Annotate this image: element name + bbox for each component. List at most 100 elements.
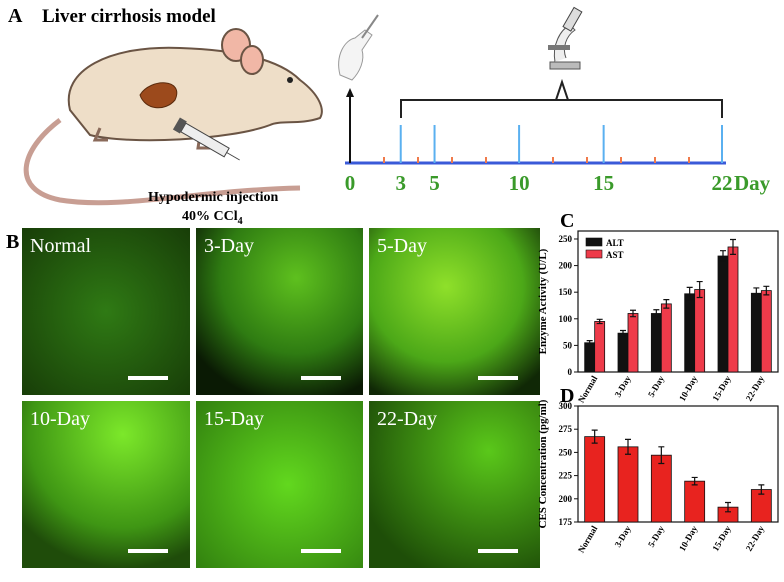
x-tick-label: 15-Day — [710, 524, 733, 553]
timeline-label: 15 — [593, 171, 614, 195]
injection-label: Hypodermic injection — [148, 190, 278, 205]
micrograph — [369, 228, 540, 395]
x-tick-label: 3-Day — [613, 374, 633, 399]
error-bar — [663, 299, 670, 309]
error-bar — [653, 309, 660, 318]
image-label: 22-Day — [377, 408, 437, 430]
error-bar — [586, 340, 593, 346]
image-label: 5-Day — [377, 235, 427, 257]
x-tick-label: 15-Day — [710, 374, 733, 403]
y-axis-label: Enzyme Activity (U/L) — [537, 248, 549, 354]
error-bar — [625, 438, 631, 455]
x-tick-label: 22-Day — [744, 524, 767, 553]
bar — [650, 454, 672, 523]
bar — [594, 321, 606, 373]
timeline-unit: Day — [734, 171, 771, 195]
y-tick-label: 100 — [559, 314, 573, 324]
micrograph — [196, 228, 363, 395]
timeline-label: 22 — [712, 171, 733, 195]
micrograph — [369, 401, 540, 568]
legend-label: AST — [606, 250, 624, 260]
charts: C Enzyme Activity (U/L) 0 50 100 150 200 250 Nor… — [537, 210, 779, 555]
x-tick-label: 5-Day — [646, 524, 666, 549]
y-tick-label: 150 — [559, 287, 573, 297]
panel-label: D — [560, 385, 574, 407]
bar — [627, 313, 639, 373]
image-label: Normal — [30, 235, 92, 257]
bar — [617, 332, 629, 373]
plot-frame — [577, 230, 779, 373]
x-tick-label: 5-Day — [646, 374, 666, 399]
timeline: 0 3 5 10 15 22 — [345, 88, 733, 195]
rat-illustration — [23, 28, 323, 206]
dose: 40% CCl — [182, 209, 238, 224]
y-tick-label: 200 — [559, 261, 573, 271]
plot-frame — [577, 405, 779, 523]
y-tick-label: 225 — [559, 471, 573, 481]
bar — [684, 480, 706, 523]
y-tick-label: 250 — [559, 234, 573, 244]
y-tick-label: 50 — [563, 340, 573, 350]
timeline-label: 0 — [345, 171, 356, 195]
error-bar — [658, 446, 665, 465]
image-label: 10-Day — [30, 408, 90, 430]
error-bar — [691, 476, 698, 486]
bar — [684, 293, 696, 373]
x-tick-label: 22-Day — [744, 374, 767, 403]
legend-label: ALT — [606, 238, 624, 248]
hand-syringe-icon — [338, 14, 379, 81]
error-bar — [753, 287, 760, 300]
timeline-label: 3 — [395, 171, 406, 195]
y-tick-label: 275 — [559, 424, 573, 434]
y-tick-label: 300 — [559, 401, 573, 411]
y-tick-label: 0 — [568, 367, 573, 377]
error-bar — [730, 238, 736, 256]
panel-label: B — [6, 231, 19, 253]
y-tick-label: 175 — [559, 517, 573, 527]
error-bar — [686, 286, 693, 301]
micrograph — [22, 228, 190, 395]
timeline-label: 10 — [509, 171, 530, 195]
dose-subscript: 4 — [238, 216, 243, 227]
legend-swatch — [585, 249, 603, 259]
image-label: 15-Day — [204, 408, 264, 430]
bar — [660, 303, 672, 373]
y-tick-label: 250 — [559, 447, 573, 457]
error-bar — [596, 318, 603, 325]
error-bar — [696, 280, 703, 299]
microscope-icon — [548, 6, 583, 70]
y-tick-label: 200 — [559, 494, 573, 504]
bar — [694, 289, 706, 373]
injection-ticks — [383, 157, 690, 163]
error-bar — [591, 429, 598, 444]
bar — [717, 255, 729, 373]
bar — [727, 246, 739, 373]
x-tick-label: Normal — [576, 524, 600, 555]
bar — [584, 342, 596, 373]
panel-label: A — [8, 5, 23, 27]
injection-dose: 40% CCl4 — [182, 209, 243, 227]
error-bar — [620, 329, 626, 337]
arrow-head — [346, 88, 354, 97]
error-bar — [758, 484, 765, 495]
error-bar — [630, 309, 636, 318]
panel-label: C — [560, 210, 574, 232]
error-bar — [725, 501, 731, 513]
y-axis-label: CES Concentration (pg/ml) — [537, 399, 549, 528]
x-tick-label: Normal — [576, 374, 600, 405]
micrograph — [22, 401, 190, 568]
bar — [650, 313, 662, 373]
image-label: 3-Day — [204, 235, 254, 257]
bracket — [400, 78, 723, 118]
timeline-label: 5 — [429, 171, 440, 195]
micrograph — [196, 401, 363, 568]
bar — [760, 290, 772, 373]
bar — [617, 446, 639, 523]
image-grid: Normal 3-Day 5-Day 10-Day 15-Day 22-Day — [22, 228, 540, 568]
error-bar — [763, 285, 770, 296]
bar — [750, 292, 762, 373]
x-tick-label: 3-Day — [613, 524, 633, 549]
x-tick-label: 10-Day — [677, 524, 700, 553]
x-tick-label: 10-Day — [677, 374, 700, 403]
